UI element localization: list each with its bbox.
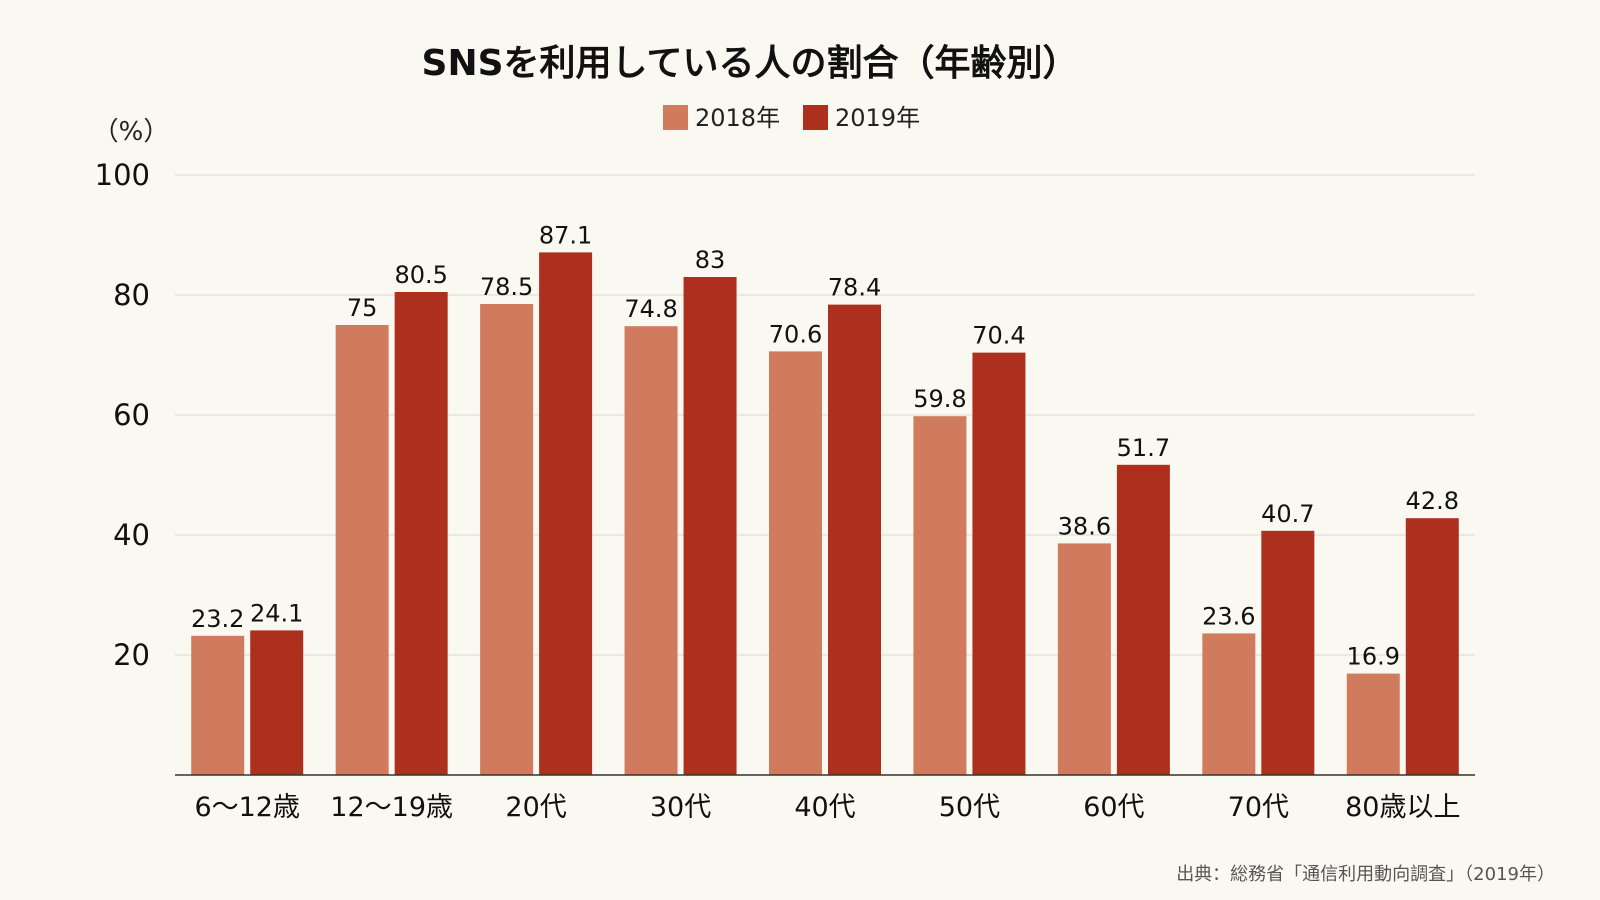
data-label-2019-7: 40.7: [1261, 500, 1314, 528]
data-label-2018-0: 23.2: [191, 605, 244, 633]
y-axis-ticks: 20 40 60 80 100: [95, 158, 150, 672]
x-tick-label-4: 40代: [794, 792, 855, 823]
bar-2018-4: [769, 351, 822, 775]
data-label-2019-1: 80.5: [394, 261, 447, 289]
legend: 2018年 2019年: [663, 104, 920, 132]
x-tick-label-0: 6〜12歳: [194, 792, 300, 823]
y-axis-unit-label: （%）: [93, 117, 170, 147]
x-axis-ticks: 6〜12歳 12〜19歳 20代 30代 40代 50代 60代 70代 80歳以上: [194, 792, 1460, 823]
data-label-2018-1: 75: [347, 294, 378, 322]
data-label-2019-3: 83: [695, 246, 726, 274]
bar-2018-2: [480, 304, 534, 775]
data-label-2018-8: 16.9: [1347, 643, 1400, 671]
legend-swatch-2018: [663, 105, 688, 130]
x-tick-label-7: 70代: [1228, 792, 1289, 823]
data-label-2018-2: 78.5: [480, 273, 533, 301]
data-label-2018-6: 38.6: [1058, 512, 1111, 540]
x-tick-label-1: 12〜19歳: [330, 792, 453, 823]
bar-2019-5: [972, 352, 1026, 775]
bar-2019-3: [683, 277, 737, 775]
data-label-2019-0: 24.1: [250, 599, 303, 627]
data-label-2019-6: 51.7: [1117, 434, 1170, 462]
bar-2019-8: [1405, 518, 1459, 775]
legend-swatch-2019: [803, 105, 828, 130]
data-label-2019-8: 42.8: [1406, 487, 1459, 515]
bar-2018-7: [1202, 633, 1256, 775]
bar-2018-0: [191, 635, 245, 775]
y-tick-label-20: 20: [113, 638, 150, 672]
x-tick-label-6: 60代: [1083, 792, 1144, 823]
gridlines: [175, 174, 1475, 656]
y-tick-label-40: 40: [113, 518, 150, 552]
bar-2018-5: [913, 416, 967, 775]
bars: [191, 252, 1459, 775]
data-label-2019-5: 70.4: [972, 322, 1025, 350]
bar-2019-7: [1261, 530, 1315, 775]
y-tick-label-100: 100: [95, 158, 150, 192]
x-tick-label-5: 50代: [939, 792, 1000, 823]
data-label-2019-4: 78.4: [828, 274, 881, 302]
chart-title: SNSを利用している人の割合（年齢別）: [422, 43, 1079, 84]
y-tick-label-80: 80: [113, 278, 150, 312]
x-tick-label-2: 20代: [505, 792, 566, 823]
data-label-2018-7: 23.6: [1202, 602, 1255, 630]
bar-2018-3: [624, 326, 678, 775]
legend-label-2018: 2018年: [695, 104, 780, 132]
bar-2019-1: [394, 292, 448, 775]
data-label-2018-5: 59.8: [913, 385, 966, 413]
bar-2019-4: [828, 304, 881, 775]
x-tick-label-3: 30代: [650, 792, 711, 823]
bar-2018-6: [1057, 543, 1111, 775]
bar-2018-8: [1346, 673, 1400, 775]
bar-2019-0: [250, 630, 304, 775]
data-labels: 23.2 24.1 75 80.5 78.587.1 74.8 83 70.678.4 59.8…: [191, 221, 1459, 670]
x-tick-label-8: 80歳以上: [1345, 792, 1460, 823]
data-label-2018-4: 70.6: [769, 320, 822, 348]
bar-2019-6: [1116, 464, 1170, 775]
bar-2018-1: [335, 325, 389, 775]
source-note: 出典：総務省「通信利用動向調査」（2019年）: [1176, 864, 1555, 885]
data-label-2018-3: 74.8: [624, 295, 677, 323]
bar-2019-2: [539, 252, 593, 775]
legend-label-2019: 2019年: [835, 104, 920, 132]
y-tick-label-60: 60: [113, 398, 150, 432]
data-label-2019-2: 87.1: [539, 221, 592, 249]
